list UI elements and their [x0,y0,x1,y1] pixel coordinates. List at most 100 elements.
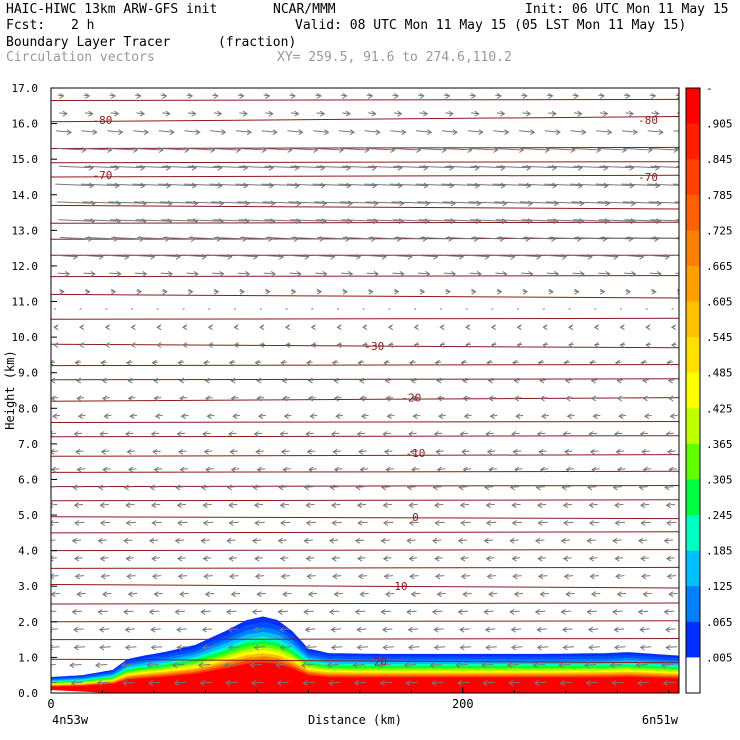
wind-vector-head [316,92,322,99]
wind-vector-head [51,538,52,544]
wind-vector-head [431,608,438,615]
wind-vector-head [413,342,419,348]
wind-vector-head [433,644,439,651]
wind-vector [111,237,144,240]
wind-vector-head [432,484,438,491]
wind-vector [160,272,173,275]
wind-vector-head [436,466,442,473]
wind-vector-head [352,662,358,669]
wind-vector-head [538,448,544,455]
wind-vector-head [123,484,129,491]
wind-vector [589,432,597,435]
wind-vector-head [480,662,487,669]
wind-vector [262,201,301,204]
wind-vector [283,592,292,595]
wind-vector-head [387,342,394,348]
wind-vector-head [640,573,647,580]
wind-vector-head [629,182,635,189]
wind-vector-head [99,431,105,437]
wind-vector-head [382,431,388,437]
wind-vector-head [511,502,517,509]
wind-vector [184,254,206,258]
wind-vector [625,112,634,115]
wind-vector-head [336,342,342,348]
wind-vector [229,557,237,560]
wind-vector [250,664,262,666]
wind-vector-head [342,92,348,99]
wind-vector-head [579,270,585,277]
wind-vector [431,681,444,684]
wind-vector-head [130,342,136,348]
wind-vector-head [410,377,416,384]
wind-vector [134,272,147,275]
wind-vector [83,272,95,275]
wind-vector [339,254,361,258]
wind-vector-head [349,129,356,136]
wind-vector [188,237,221,240]
wind-vector [341,165,377,169]
wind-vector [312,183,351,187]
wind-vector-head [665,644,671,651]
wind-vector [461,575,471,577]
wind-vector [185,148,215,151]
wind-vector-head [516,324,522,331]
wind-vector [460,503,470,506]
wind-vector-head [485,555,491,562]
wind-vector [465,308,468,310]
colorbar-label: .365 [706,438,733,451]
wind-vector-head [201,626,207,633]
wind-vector-head [636,680,643,687]
wind-vector [305,628,316,631]
wind-vector [461,450,470,453]
wind-vector-head [175,253,182,260]
wind-vector [495,272,507,275]
y-tick-label: 5.0 [18,509,38,522]
wind-vector-head [618,413,624,420]
wind-vector [587,486,597,488]
wind-vector-head [681,165,685,170]
wind-vector-head [450,270,457,277]
wind-vector-head [357,359,363,366]
wind-vector-head [139,110,146,117]
wind-vector [520,201,559,204]
wind-vector-head [445,288,451,295]
wind-vector-head [433,431,439,437]
wind-vector-head [483,537,489,544]
wind-vector [675,94,679,97]
wind-vector-head [438,413,444,420]
wind-vector-head [639,626,645,633]
wind-vector-head [668,591,674,598]
wind-vector-head [371,110,377,117]
wind-vector [95,664,108,666]
wind-vector [357,628,367,631]
wind-vector-head [355,484,361,491]
wind-vector-head [97,537,103,544]
wind-vector-head [88,110,94,117]
wind-vector-head [250,680,257,687]
wind-vector-head [631,270,637,277]
wind-vector-head [551,110,557,117]
wind-vector-head [51,520,54,526]
wind-vector [393,165,428,169]
wind-vector-head [332,448,338,455]
wind-vector-head [628,110,635,117]
wind-vector-head [269,182,275,189]
wind-vector [545,201,584,204]
wind-vector-head [229,448,235,455]
colorbar-label: .305 [706,474,733,487]
wind-vector-head [111,288,117,295]
wind-vector [381,610,391,613]
x-axis: 0 200 [47,687,670,711]
wind-vector-head [172,662,178,669]
wind-vector-head [681,111,685,116]
wind-vector-head [256,466,262,473]
wind-vector [160,148,189,151]
wind-vector-head [513,395,519,402]
wind-vector [358,521,368,524]
colorbar-swatch [686,515,700,552]
wind-vector [512,557,521,560]
wind-vector [291,237,324,240]
wind-vector-head [156,342,162,348]
wind-vector [230,575,239,577]
wind-vector-head [77,413,83,420]
